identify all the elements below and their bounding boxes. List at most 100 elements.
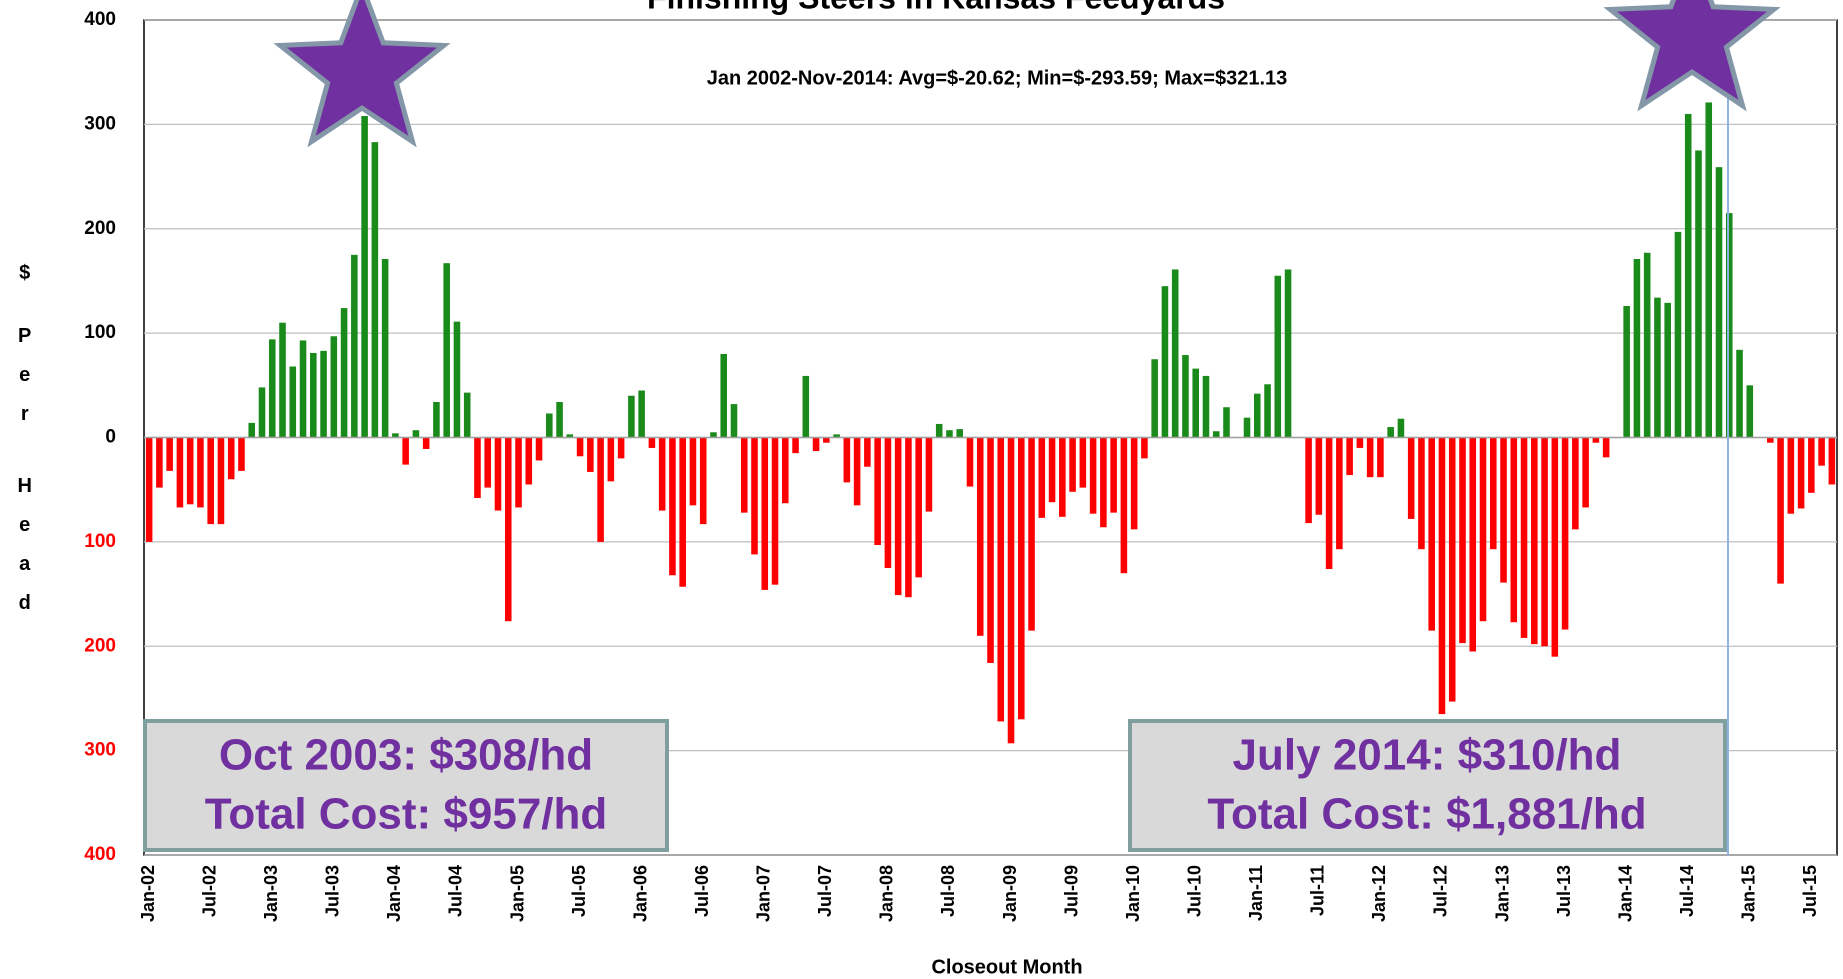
y-tick-label: 100	[84, 531, 116, 552]
y-axis-label: $	[14, 262, 36, 284]
bar	[279, 322, 286, 438]
bar	[474, 437, 481, 499]
bar	[1007, 437, 1015, 744]
bar	[771, 437, 779, 585]
bar	[197, 437, 204, 508]
x-tick-label: Jan-15	[1739, 865, 1759, 922]
bar	[751, 437, 758, 555]
bar	[371, 142, 379, 438]
bar	[1664, 302, 1671, 438]
bar	[207, 437, 214, 525]
x-tick-label: Jan-02	[138, 865, 158, 922]
bar	[1171, 269, 1179, 438]
bar	[1459, 437, 1466, 644]
bar	[351, 254, 358, 438]
bar	[1028, 437, 1035, 631]
bar	[330, 336, 338, 438]
annotations: Oct 2003: $308/hd Total Cost: $957/hd Ju…	[143, 719, 1727, 852]
bar	[1448, 437, 1456, 702]
x-tick-label: Jan-13	[1492, 865, 1512, 922]
bar	[1797, 437, 1805, 509]
bar	[1192, 368, 1199, 438]
bar	[987, 437, 994, 663]
bar	[597, 437, 604, 542]
bar	[1366, 437, 1374, 478]
bar	[1048, 437, 1056, 503]
bar	[1479, 437, 1487, 622]
x-tick-label: Jul-14	[1677, 865, 1697, 917]
bar	[1674, 231, 1682, 438]
bar	[628, 395, 635, 438]
bar	[720, 354, 728, 438]
bar	[299, 340, 307, 438]
bar	[1572, 437, 1579, 530]
bar	[1212, 431, 1220, 438]
bar	[648, 437, 656, 448]
bar	[494, 437, 502, 511]
bar	[1243, 417, 1251, 438]
bar	[894, 437, 902, 596]
bar	[587, 437, 594, 472]
bar	[1161, 286, 1169, 438]
bar	[1725, 213, 1733, 438]
x-tick-label: Jul-11	[1308, 865, 1328, 916]
x-tick-label: Jan-04	[384, 865, 404, 922]
bar	[1120, 437, 1128, 574]
bar	[1787, 437, 1795, 514]
bar	[1407, 437, 1415, 519]
bar	[617, 437, 625, 459]
bar	[710, 432, 717, 438]
y-tick-label: 0	[105, 427, 116, 448]
bar	[1223, 407, 1230, 438]
bar	[1582, 437, 1589, 508]
x-tick-label: Jan-08	[877, 865, 897, 922]
bar	[535, 437, 543, 461]
bar	[402, 437, 409, 465]
bar	[1510, 437, 1518, 623]
bar	[248, 422, 256, 438]
bar	[1017, 437, 1025, 720]
bar	[392, 433, 399, 438]
y-tick-label: 400	[84, 9, 116, 30]
x-tick-label: Jan-11	[1246, 865, 1266, 921]
bar	[1418, 437, 1425, 550]
y-axis-label: Head	[14, 475, 36, 631]
x-tick-label: Jul-04	[446, 865, 466, 917]
bar	[1346, 437, 1353, 476]
bar	[289, 366, 297, 438]
bar	[1654, 297, 1661, 438]
x-tick-label: Jul-13	[1554, 865, 1574, 917]
y-tick-label: 200	[84, 218, 116, 239]
bar	[166, 437, 173, 471]
x-tick-label: Jul-07	[815, 865, 835, 917]
bar	[966, 437, 974, 487]
star	[273, 0, 451, 148]
annotation-box	[1128, 719, 1727, 852]
x-tick-label: Jul-08	[938, 865, 958, 917]
bar	[1038, 437, 1046, 518]
bar	[1274, 275, 1282, 438]
bar	[1130, 437, 1138, 530]
bar	[925, 437, 933, 512]
bar	[1325, 437, 1333, 570]
bar	[1469, 437, 1477, 652]
bar	[1182, 355, 1189, 438]
x-tick-label: Jan-12	[1369, 865, 1389, 922]
bar	[802, 375, 810, 438]
bar	[1520, 437, 1528, 638]
bar	[1715, 167, 1723, 438]
bar	[525, 437, 533, 485]
bar	[669, 437, 676, 576]
bar	[1489, 437, 1497, 550]
bar	[1315, 437, 1323, 515]
bar	[268, 339, 276, 438]
bar	[422, 437, 430, 449]
bar	[433, 402, 440, 438]
x-tick-label: Jul-03	[323, 865, 343, 917]
bar	[156, 437, 163, 488]
bar	[905, 437, 912, 598]
chart-title: Finishing Steers in Kansas Feedyards	[647, 0, 1225, 15]
bar	[1818, 437, 1825, 466]
y-tick-label: 100	[84, 322, 116, 343]
